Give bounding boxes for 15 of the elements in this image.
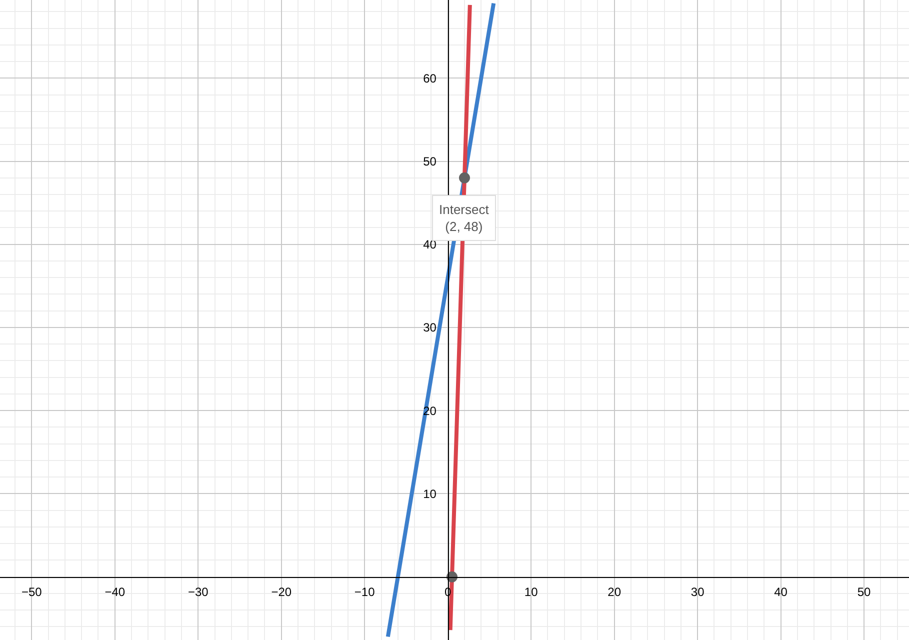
x-tick-label: 50: [857, 585, 872, 600]
x-tick-label: −40: [104, 585, 126, 600]
x-tick-label: 20: [608, 585, 622, 600]
y-tick-label: 60: [423, 71, 437, 86]
annotation: Intersect (2, 48): [439, 202, 490, 234]
x-tick-label: 30: [690, 585, 705, 600]
y-tick-label: 30: [423, 320, 437, 335]
x-tick-label: −10: [354, 585, 376, 600]
y-tick-label: 50: [423, 154, 437, 168]
y-tick-label: 10: [423, 486, 437, 501]
x-tick-label: 10: [524, 585, 538, 600]
x-tick-label: −30: [188, 585, 209, 600]
x-tick-label: 40: [774, 585, 788, 600]
x-tick-label: −50: [21, 585, 42, 600]
x-tick-label: −20: [271, 585, 292, 600]
